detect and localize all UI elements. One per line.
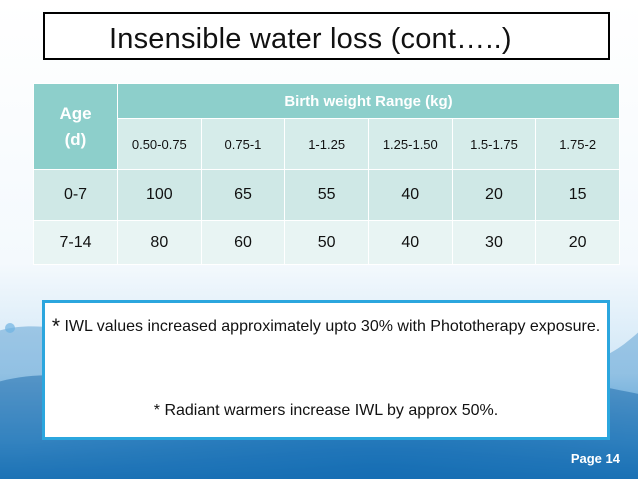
range-header-cell: 1.25-1.50: [367, 118, 453, 170]
table-row: 0-7 100 65 55 40 20 15: [33, 169, 620, 221]
range-header-cell: 0.50-0.75: [117, 118, 202, 170]
age-cell: 7-14: [33, 220, 118, 265]
value-cell: 80: [117, 220, 202, 265]
value-cell: 20: [535, 220, 620, 265]
birth-weight-range-header: Birth weight Range (kg): [117, 83, 620, 119]
value-cell: 40: [367, 220, 453, 265]
age-cell: 0-7: [33, 169, 118, 221]
iwl-table: Age (d) Birth weight Range (kg) 0.50-0.7…: [33, 83, 620, 265]
range-header-cell: 0.75-1: [200, 118, 286, 170]
page-number: Page 14: [570, 451, 620, 466]
range-header-cell: 1.5-1.75: [451, 118, 537, 170]
value-cell: 65: [200, 169, 286, 221]
value-cell: 15: [535, 169, 620, 221]
value-cell: 60: [200, 220, 286, 265]
phototherapy-note: * IWL values increased approximately upt…: [45, 315, 607, 339]
age-header: Age (d): [33, 83, 118, 170]
value-cell: 30: [451, 220, 537, 265]
value-cell: 40: [367, 169, 453, 221]
value-cell: 50: [284, 220, 369, 265]
range-header-cell: 1-1.25: [284, 118, 369, 170]
phototherapy-note-text: IWL values increased approximately upto …: [64, 318, 601, 335]
table-row: 7-14 80 60 50 40 30 20: [33, 220, 620, 265]
title-box: Insensible water loss (cont…..): [43, 12, 610, 60]
bullet-star: *: [51, 315, 61, 338]
range-header-cell: 1.75-2: [535, 118, 620, 170]
value-cell: 100: [117, 169, 202, 221]
age-header-label: Age (d): [59, 103, 92, 149]
value-cell: 20: [451, 169, 537, 221]
value-cell: 55: [284, 169, 369, 221]
slide-title: Insensible water loss (cont…..): [109, 23, 512, 55]
notes-box: * IWL values increased approximately upt…: [42, 300, 610, 440]
radiant-warmer-note: * Radiant warmers increase IWL by approx…: [153, 402, 499, 419]
